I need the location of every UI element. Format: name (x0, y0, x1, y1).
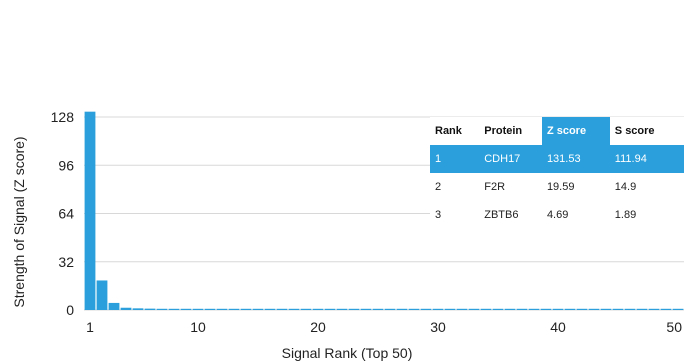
cell-z-score: 19.59 (541, 173, 610, 201)
bar-rank-43 (588, 308, 600, 310)
x-tick-label: 10 (190, 319, 206, 335)
cell-protein: ZBTB6 (479, 201, 542, 229)
cell-rank: 3 (430, 201, 480, 229)
bar-rank-28 (408, 308, 420, 310)
bar-rank-39 (540, 308, 552, 310)
bar-rank-16 (264, 308, 276, 310)
bar-rank-5 (132, 308, 144, 310)
bar-rank-7 (156, 308, 168, 310)
bar-rank-6 (144, 308, 156, 310)
table-row: 2 F2R 19.59 14.9 (430, 173, 684, 201)
bar-rank-1 (84, 111, 96, 310)
x-tick-labels: 1 10 20 30 40 50 (86, 319, 682, 335)
x-axis-title: Signal Rank (Top 50) (282, 345, 413, 361)
bar-rank-17 (276, 308, 288, 310)
x-tick-label: 20 (310, 319, 326, 335)
bar-rank-38 (528, 308, 540, 310)
bar-rank-26 (384, 308, 396, 310)
bar-rank-29 (420, 308, 432, 310)
bar-rank-40 (552, 308, 564, 310)
bar-rank-2 (96, 280, 108, 310)
bar-rank-44 (600, 308, 612, 310)
bar-rank-46 (624, 308, 636, 310)
bar-rank-14 (240, 308, 252, 310)
table-row: 1 CDH17 131.53 111.94 (430, 145, 684, 173)
table-row: 3 ZBTB6 4.69 1.89 (430, 201, 684, 229)
x-tick-label: 30 (430, 319, 446, 335)
bar-rank-23 (348, 308, 360, 310)
cell-rank: 2 (430, 173, 480, 201)
bar-rank-32 (456, 308, 468, 310)
bar-rank-37 (516, 308, 528, 310)
y-tick-label: 64 (58, 206, 74, 222)
header-s-score: S score (609, 117, 684, 145)
bar-rank-13 (228, 308, 240, 310)
bar-rank-15 (252, 308, 264, 310)
bar-rank-48 (648, 308, 660, 310)
cell-s-score: 1.89 (609, 201, 684, 229)
bar-rank-3 (108, 302, 120, 310)
bar-rank-36 (504, 308, 516, 310)
cell-s-score: 111.94 (609, 145, 684, 173)
bar-rank-12 (216, 308, 228, 310)
bar-rank-50 (672, 308, 684, 310)
cell-protein: CDH17 (479, 145, 542, 173)
bar-rank-4 (120, 307, 132, 310)
bar-rank-18 (288, 308, 300, 310)
bar-rank-9 (180, 308, 192, 310)
bar-rank-25 (372, 308, 384, 310)
y-axis-title: Strength of Signal (Z score) (11, 136, 27, 307)
bar-rank-20 (312, 308, 324, 310)
y-tick-label: 96 (58, 157, 74, 173)
x-tick-label: 50 (666, 319, 682, 335)
bar-rank-27 (396, 308, 408, 310)
bars-layer (84, 111, 684, 310)
y-tick-label: 32 (58, 254, 74, 270)
header-protein: Protein (479, 117, 542, 145)
bar-rank-49 (660, 308, 672, 310)
x-tick-label: 1 (86, 319, 94, 335)
bar-rank-11 (204, 308, 216, 310)
cell-protein: F2R (479, 173, 542, 201)
bar-rank-21 (324, 308, 336, 310)
bar-rank-41 (564, 308, 576, 310)
bar-rank-42 (576, 308, 588, 310)
bar-rank-19 (300, 308, 312, 310)
bar-rank-30 (432, 308, 444, 310)
bar-rank-34 (480, 308, 492, 310)
y-tick-label: 0 (66, 302, 74, 318)
cell-z-score: 4.69 (541, 201, 610, 229)
header-z-score: Z score (541, 117, 610, 145)
header-rank: Rank (430, 117, 480, 145)
bar-rank-24 (360, 308, 372, 310)
table-header-row: Rank Protein Z score S score (430, 117, 684, 145)
cell-z-score: 131.53 (541, 145, 610, 173)
bar-rank-22 (336, 308, 348, 310)
bar-rank-35 (492, 308, 504, 310)
cell-s-score: 14.9 (609, 173, 684, 201)
y-tick-label: 128 (51, 109, 75, 125)
bar-rank-47 (636, 308, 648, 310)
protein-score-table: Rank Protein Z score S score 1 CDH17 131… (430, 117, 684, 229)
bar-rank-8 (168, 308, 180, 310)
y-tick-labels: 0 32 64 96 128 (51, 109, 75, 318)
bar-rank-45 (612, 308, 624, 310)
bar-rank-33 (468, 308, 480, 310)
bar-rank-10 (192, 308, 204, 310)
bar-rank-31 (444, 308, 456, 310)
x-tick-label: 40 (550, 319, 566, 335)
cell-rank: 1 (430, 145, 480, 173)
